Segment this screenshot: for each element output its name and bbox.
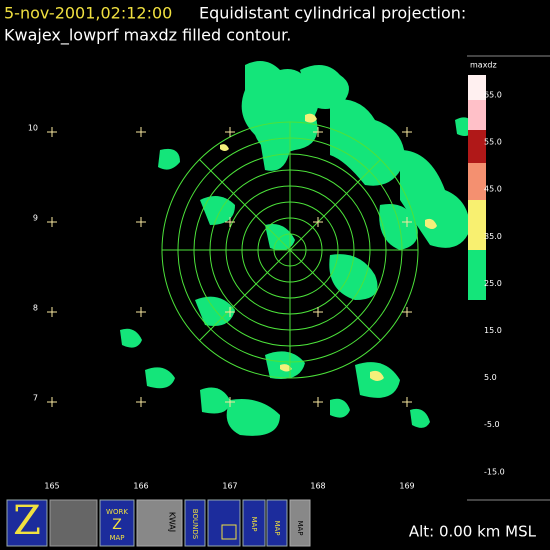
subtitle: Kwajex_lowprf maxdz filled contour.: [4, 26, 291, 46]
lon-label: 167: [222, 482, 237, 491]
z-icon: Z: [13, 498, 41, 544]
lat-label: 9: [33, 214, 38, 223]
lon-label: 165: [44, 482, 59, 491]
button-label: MAP: [109, 534, 124, 542]
bounds-button[interactable]: [184, 499, 206, 547]
lat-label: 8: [33, 304, 38, 313]
colorbar-tick: 55.0: [484, 138, 502, 147]
map-button[interactable]: [266, 499, 288, 547]
map-button[interactable]: [242, 499, 266, 547]
button-label: BOUNDS: [191, 509, 199, 540]
colorbar-tick: -5.0: [484, 420, 500, 429]
colorbar-tick: 35.0: [484, 232, 502, 241]
button-label: KWAJ: [168, 512, 177, 532]
title: Equidistant cylindrical projection:: [199, 4, 466, 23]
colorbar-tick: 65.0: [484, 91, 502, 100]
colorbar: maxdz 65.0 55.0 45.0 35.0 25.0 15.0 5.0 -5.0 -15…: [467, 55, 550, 501]
grid-button[interactable]: [207, 499, 241, 547]
lat-label: 10: [28, 124, 38, 133]
button-label: MAP: [273, 520, 281, 535]
map-button[interactable]: [289, 499, 311, 547]
colorbar-tick: -15.0: [484, 467, 505, 476]
button-label: Z: [112, 517, 122, 533]
toolbar: Z WORK Z MAP KWAJ BOUNDS MAP MAP MAP: [6, 498, 311, 547]
colorbar-tick: 15.0: [484, 326, 502, 335]
colorbar-tick: 45.0: [484, 185, 502, 194]
button-label: WORK: [106, 508, 128, 516]
colorbar-label: maxdz: [470, 61, 497, 70]
button-label: MAP: [296, 520, 304, 535]
echoes: [120, 61, 475, 436]
button-label: MAP: [250, 516, 258, 531]
lon-label: 168: [310, 482, 325, 491]
radar-button[interactable]: [49, 499, 98, 547]
work-button[interactable]: [99, 499, 135, 547]
altitude-status: Alt: 0.00 km MSL: [409, 523, 537, 541]
lat-label: 7: [33, 394, 38, 403]
lon-label: 169: [399, 482, 414, 491]
kwaj-button[interactable]: [136, 499, 183, 547]
graticule: 10 9 8 7 165 166 167 168 169: [28, 124, 415, 491]
colorbar-tick: 5.0: [484, 373, 497, 382]
range-rings: [161, 121, 419, 379]
timestamp: 5-nov-2001,02:12:00: [4, 4, 172, 23]
lon-label: 166: [133, 482, 148, 491]
z-button[interactable]: [6, 499, 48, 547]
colorbar-tick: 25.0: [484, 279, 502, 288]
